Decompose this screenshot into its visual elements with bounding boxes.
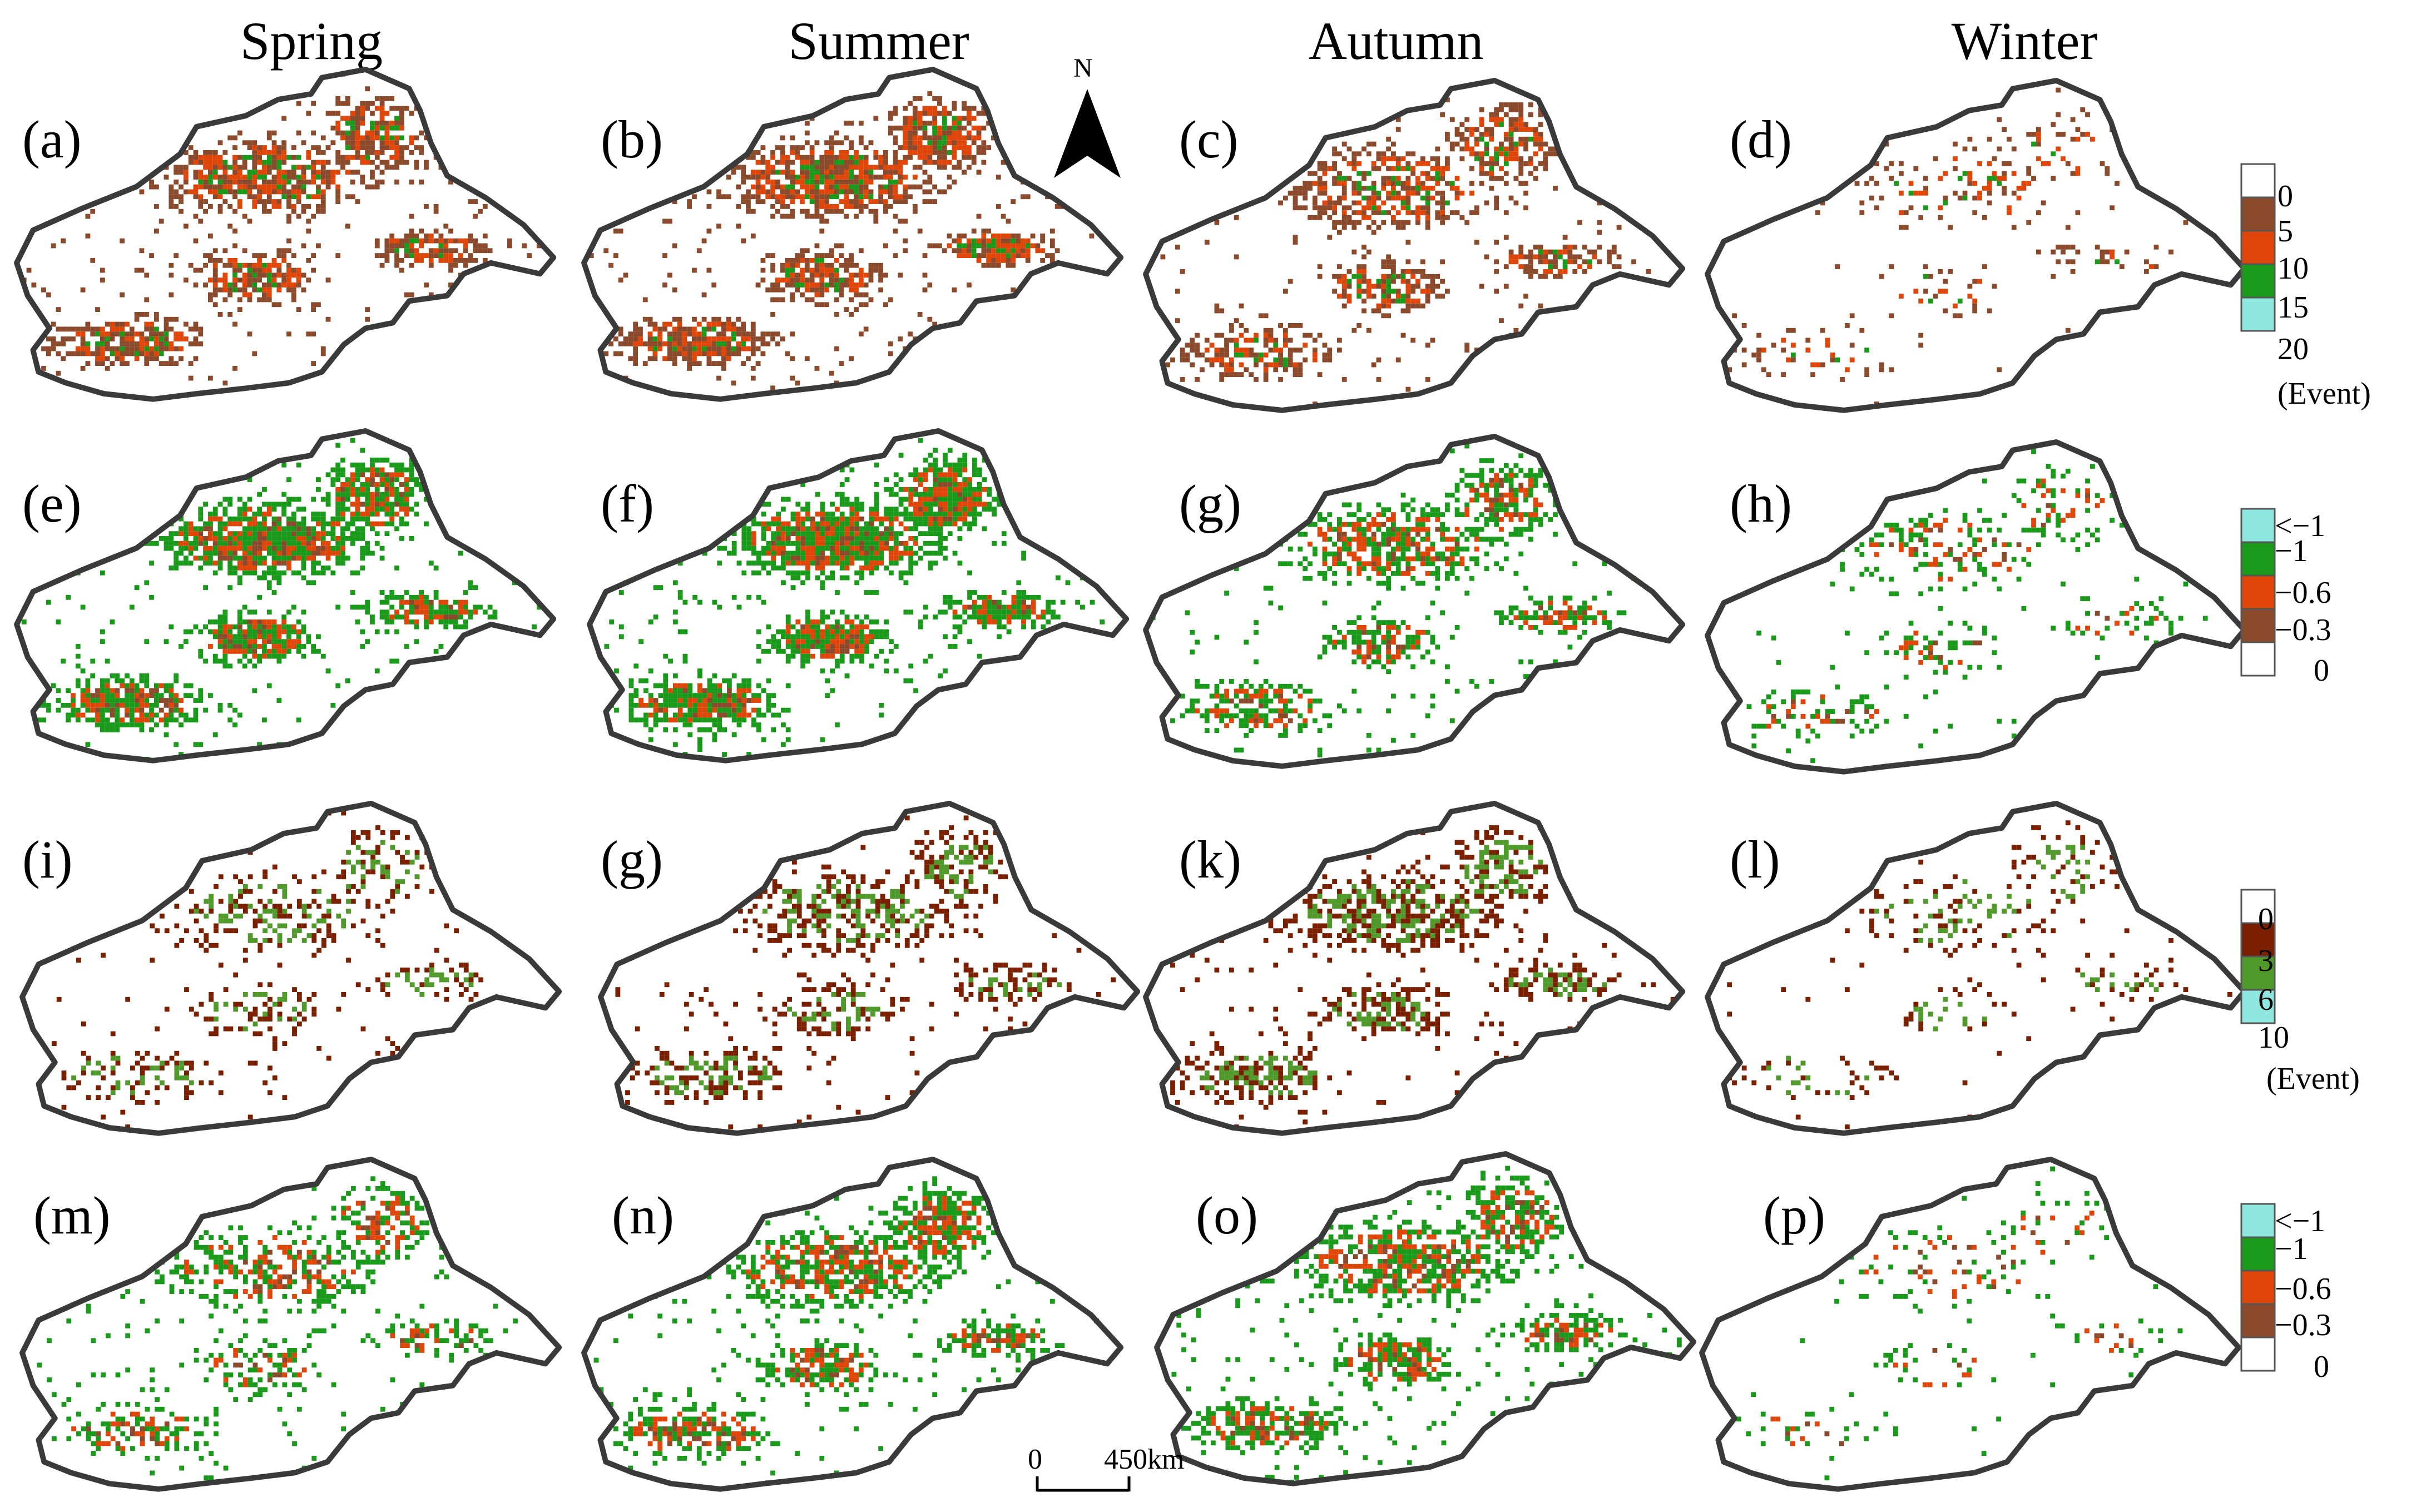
legend3-unit: (Event)	[2266, 1062, 2360, 1096]
map-panel-b	[581, 67, 1124, 402]
panel-label-p: (p)	[1763, 1186, 1825, 1245]
legend4-value-0: <−1	[2275, 1204, 2326, 1238]
map-panel-j	[598, 801, 1141, 1136]
scale-bar-left-label: 0	[1028, 1444, 1042, 1475]
panel-label-a: (a)	[22, 110, 82, 169]
legend2-value-0: <−1	[2275, 509, 2326, 543]
panel-label-n: (n)	[612, 1186, 674, 1245]
scale-bar-right-label: 450km	[1104, 1444, 1185, 1475]
legend-3-swatches	[2240, 889, 2276, 1024]
legend2-value-3: −0.3	[2275, 613, 2331, 647]
legend1-unit: (Event)	[2277, 376, 2371, 411]
panel-label-g: (g)	[1179, 474, 1241, 533]
map-panel-d	[1705, 78, 2247, 413]
north-arrow-icon	[1054, 89, 1121, 178]
panel-label-l: (l)	[1730, 830, 1780, 889]
legend3-value-2: 6	[2258, 983, 2274, 1017]
map-panel-n	[581, 1157, 1124, 1492]
panel-label-f: (f)	[601, 474, 654, 533]
legend1-value-4: 20	[2277, 332, 2309, 366]
legend4-value-4: 0	[2314, 1350, 2329, 1384]
legend3-value-0: 0	[2258, 902, 2274, 936]
map-panel-l	[1705, 801, 2247, 1136]
map-panel-a	[14, 67, 557, 402]
season-header-summer: Summer	[788, 11, 969, 71]
legend1-value-3: 15	[2277, 290, 2309, 325]
legend3-value-3: 10	[2258, 1020, 2289, 1055]
legend4-value-2: −0.6	[2275, 1272, 2331, 1306]
panel-label-i: (i)	[22, 830, 73, 889]
legend4-value-3: −0.3	[2275, 1308, 2331, 1342]
panel-label-o: (o)	[1196, 1186, 1258, 1245]
panel-label-m: (m)	[33, 1186, 111, 1245]
legend-4-swatches	[2240, 1203, 2276, 1372]
map-panel-p	[1699, 1157, 2242, 1492]
scale-bar	[1036, 1476, 1131, 1492]
panel-label-b: (b)	[601, 110, 663, 169]
legend1-value-1: 5	[2277, 214, 2293, 249]
season-header-autumn: Autumn	[1308, 11, 1484, 71]
legend1-value-2: 10	[2277, 251, 2309, 286]
legend-2-swatches	[2240, 508, 2276, 677]
map-panel-m	[19, 1157, 562, 1492]
season-header-spring: Spring	[240, 11, 383, 71]
map-panel-e	[14, 428, 557, 764]
legend3-value-1: 3	[2258, 944, 2274, 978]
panel-label-k: (k)	[1179, 830, 1241, 889]
map-panel-g	[1143, 434, 1686, 769]
panel-label-c: (c)	[1179, 110, 1239, 169]
legend2-value-1: −1	[2275, 534, 2308, 568]
legend2-value-4: 0	[2314, 653, 2329, 688]
panel-label-h: (h)	[1730, 474, 1792, 533]
season-header-winter: Winter	[1951, 11, 2098, 71]
map-panel-f	[587, 428, 1130, 764]
map-panel-c	[1143, 78, 1686, 413]
north-arrow-label: N	[1073, 53, 1093, 83]
panel-label-j: (g)	[601, 830, 663, 889]
panel-label-e: (e)	[22, 474, 82, 533]
panel-label-d: (d)	[1730, 110, 1792, 169]
legend-1-swatches	[2240, 163, 2276, 332]
map-panel-h	[1705, 439, 2247, 775]
map-panel-o	[1154, 1151, 1697, 1486]
legend1-value-0: 0	[2277, 179, 2293, 214]
map-panel-k	[1143, 801, 1686, 1136]
map-panel-i	[19, 801, 562, 1136]
legend2-value-2: −0.6	[2275, 576, 2331, 610]
legend4-value-1: −1	[2275, 1232, 2308, 1266]
